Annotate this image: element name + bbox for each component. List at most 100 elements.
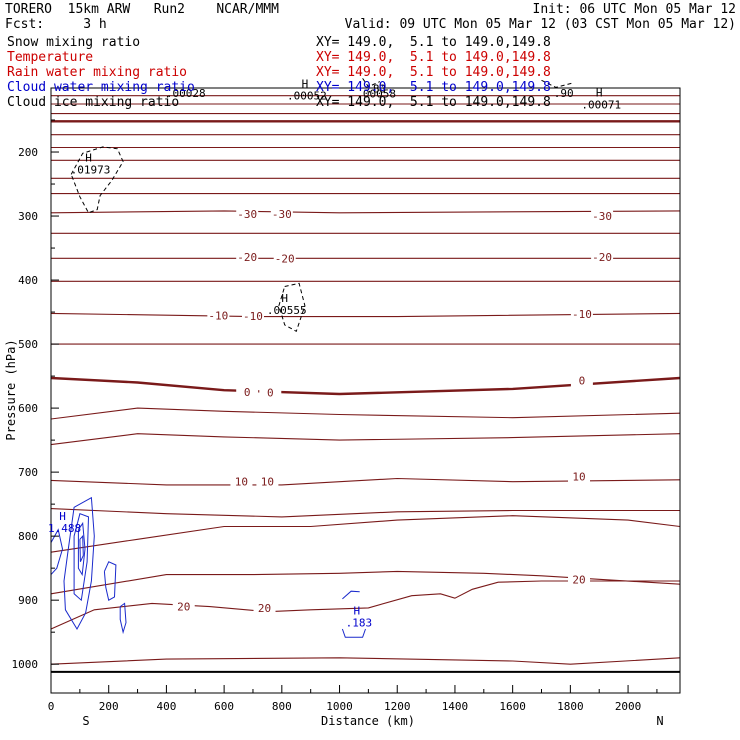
legend-snow-name: Snow mixing ratio: [7, 35, 141, 50]
y-tick-label: 500: [18, 338, 38, 351]
temperature-label: 10: [572, 471, 585, 484]
y-tick-label: 300: [18, 210, 38, 223]
temperature-contour: [50, 477, 681, 486]
temperature-label: 10: [235, 476, 248, 489]
x-tick-label: 2000: [615, 700, 642, 713]
header-title: TORERO 15km ARW Run2 NCAR/MMM: [5, 2, 279, 17]
temperature-contour: [50, 515, 681, 553]
y-tick-label: 200: [18, 146, 38, 159]
temperature-contour: [50, 657, 681, 665]
cloud-water-contour: [103, 561, 117, 601]
temperature-label-bg: [259, 386, 282, 399]
temperature-contour: [50, 508, 680, 518]
temperature-label: -10: [572, 308, 592, 321]
x-tick-label: 1000: [326, 700, 353, 713]
x-tick-label: 0: [48, 700, 55, 713]
temperature-contour: [50, 312, 681, 318]
header-valid: Valid: 09 UTC Mon 05 Mar 12 (03 CST Mon …: [344, 17, 736, 32]
legend-cloud-ice-info: XY= 149.0, 5.1 to 149.0,149.8: [316, 95, 551, 110]
legend-cloud-ice-name: Cloud ice mixing ratio: [7, 95, 180, 110]
cloud-water-contour: [77, 521, 86, 577]
cloud-water-contour: [119, 602, 127, 635]
extremum-value: .00071: [581, 98, 621, 111]
x-tick-label: 1400: [442, 700, 469, 713]
extremum-marker: H: [302, 77, 309, 90]
extremum-value: .00555: [267, 304, 307, 317]
extremum-value: .00052: [287, 89, 327, 102]
temperature-label-bg: [253, 601, 276, 614]
y-tick-label: 600: [18, 402, 38, 415]
temperature-label-bg: [591, 210, 614, 223]
temperature-label: -30: [237, 208, 257, 221]
temperature-label-bg: [570, 374, 593, 387]
x-tick-label: 1600: [499, 700, 526, 713]
south-label: S: [82, 714, 89, 728]
y-tick-label: 700: [18, 466, 38, 479]
temperature-label-bg: [230, 475, 253, 488]
temperature-label-bg: [236, 208, 259, 221]
temperature-contour: [50, 210, 681, 214]
legend-snow-info: XY= 149.0, 5.1 to 149.0,149.8: [316, 35, 551, 50]
x-tick-label: 600: [214, 700, 234, 713]
y-tick-label: 800: [18, 530, 38, 543]
temperature-labels: -30 -30 -30 -20 -20 -20 -10 -10 -10 0 0 0 10 10 10 20 20…: [172, 208, 614, 615]
temperature-label: -30: [272, 208, 292, 221]
temperature-label-bg: [236, 251, 259, 264]
y-tick-label: 1000: [12, 658, 39, 671]
temperature-label-bg: [256, 475, 279, 488]
cloud-ice-contours: [70, 78, 574, 333]
extremum-value: .00028: [166, 87, 206, 100]
temperature-label: 20: [572, 574, 585, 587]
extremum-value: .90: [554, 87, 574, 100]
legend-cloud-water-name: Cloud water mixing ratio: [7, 80, 195, 95]
cloud-water-contour: [50, 528, 64, 575]
y-tick-label: 900: [18, 594, 38, 607]
cloud-water-contour: [341, 628, 366, 638]
x-tick-label: 200: [99, 700, 119, 713]
x-tick-label: 1200: [384, 700, 411, 713]
x-axis-label: Distance (km): [321, 714, 415, 728]
extremum-value: .83: [366, 82, 386, 95]
cloud-water-contour: [342, 590, 360, 600]
temperature-label-bg: [568, 573, 591, 586]
extremum-marker: H: [59, 510, 66, 523]
legend-cloud-water-info: XY= 149.0, 5.1 to 149.0,149.8: [316, 80, 551, 95]
y-axis-label: Pressure (hPa): [4, 339, 18, 440]
temperature-label-bg: [570, 307, 593, 320]
temperature-label: 0: [579, 375, 586, 388]
temperature-contours: [50, 95, 681, 673]
temperature-label: -20: [592, 251, 612, 264]
temperature-label: -10: [208, 309, 228, 322]
temperature-label-bg: [591, 251, 614, 264]
temperature-label-bg: [241, 309, 264, 322]
cloud-ice-contour: [278, 282, 306, 333]
temperature-contour: [50, 570, 681, 595]
cloud-ice-contour: [70, 146, 124, 214]
plot-frame: [50, 87, 681, 694]
x-tick-label: 1800: [557, 700, 584, 713]
cloud-water-contours: [50, 496, 366, 638]
temperature-label-bg: [236, 386, 259, 399]
extremum-marker: H: [281, 292, 288, 305]
temperature-contour: [50, 580, 680, 630]
extremum-marker: H: [596, 86, 603, 99]
x-tick-label: 400: [156, 700, 176, 713]
temperature-label: 20: [177, 601, 190, 614]
temperature-label-bg: [273, 252, 296, 265]
cloud-water-contour: [63, 496, 95, 631]
temperature-label: 0: [267, 387, 274, 400]
cloud-water-contour: [73, 513, 90, 602]
cloud-ice-contour: [362, 78, 381, 88]
extremum-marker: H: [354, 604, 361, 617]
temperature-label: -30: [592, 210, 612, 223]
temperature-label: 10: [261, 476, 274, 489]
temperature-label: -20: [237, 251, 257, 264]
temperature-label-bg: [207, 309, 230, 322]
temperature-contour: [50, 433, 681, 446]
north-label: N: [656, 714, 663, 728]
temperature-label-bg: [568, 470, 591, 483]
extremum-value: .183: [346, 616, 373, 629]
y-tick-label: 400: [18, 274, 38, 287]
